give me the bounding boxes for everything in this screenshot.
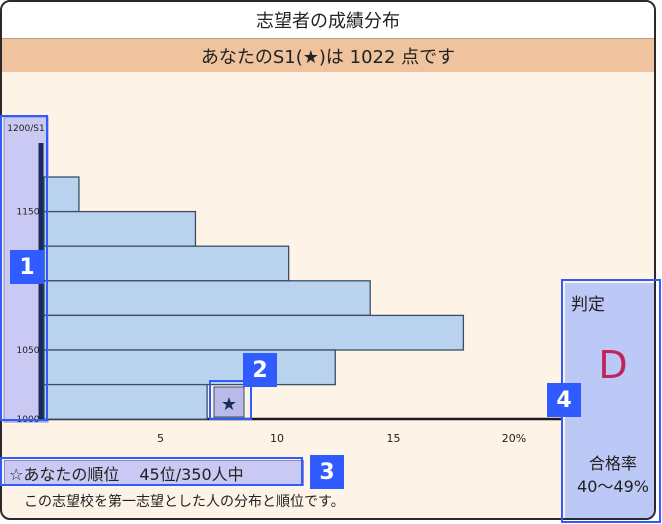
histogram-bar-4 [43,314,465,351]
rank-label: ☆あなたの順位 [9,465,120,484]
callout-badge-2: 2 [243,353,277,387]
histogram-bar-1 [43,210,197,247]
my-score-star: ★ [221,394,237,415]
score-banner: あなたのS1(★)は 1022 点です [2,39,654,72]
callout-badge-3: 3 [310,455,344,489]
distribution-note: この志望校を第一志望とした人の分布と順位です。 [24,494,345,510]
x-tick-label-2: 15 [387,432,401,445]
y-tick-label-1: 1050 [17,346,40,356]
x-tick-label-3: 20% [502,432,526,445]
y-axis-label: 1200/S1 [7,124,44,134]
histogram-bar-6 [43,383,208,420]
rank-box: ☆あなたの順位 45位/350人中 [4,460,304,486]
y-tick-label-2: 1000 [17,415,40,425]
judgement-label: 判定 [571,295,605,315]
x-tick-label-1: 10 [270,432,284,445]
histogram-bar-5 [43,349,336,386]
histogram-bar-0 [43,176,80,213]
page-title: 志望者の成績分布 [2,2,654,39]
y-tick-label-0: 1150 [17,208,40,218]
my-score-cell [213,386,245,418]
pass-rate-value: 40～49% [577,477,649,496]
histogram-bar-3 [43,280,371,317]
judgement-grade: D [598,343,628,387]
callout-badge-1: 1 [10,250,44,284]
rank-value: 45位/350人中 [139,465,244,484]
x-tick-label-0: 5 [157,432,164,445]
histogram-bar-2 [43,245,290,282]
callout-badge-4: 4 [547,383,581,417]
pass-rate-label: 合格率 [588,454,637,473]
